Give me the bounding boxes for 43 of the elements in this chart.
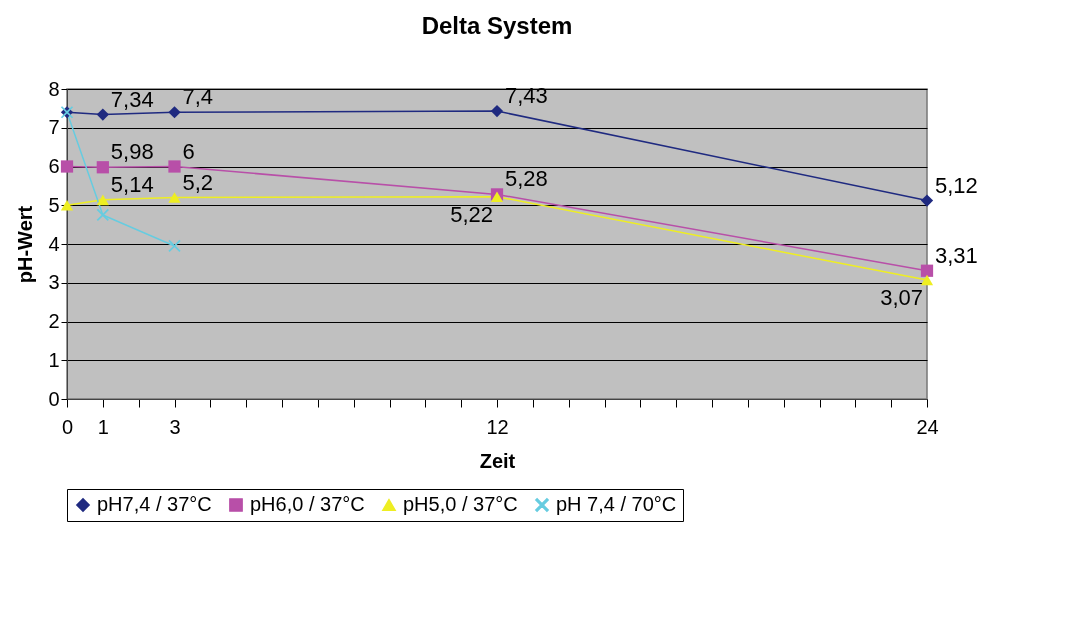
- y-tick-label: 8: [48, 77, 60, 100]
- x-tick-label: 24: [916, 415, 939, 438]
- y-tick-label: 3: [48, 271, 60, 294]
- y-axis-title: pH-Wert: [14, 205, 37, 284]
- point: [96, 194, 109, 206]
- data-label: 6: [182, 138, 195, 164]
- data-label: 3,07: [880, 285, 923, 311]
- point: [920, 194, 934, 207]
- data-label: 3,31: [935, 242, 978, 268]
- y-tick-label: 1: [48, 348, 60, 371]
- legend-label: pH7,4 / 37°C: [97, 493, 212, 515]
- y-tick-label: 7: [48, 116, 60, 139]
- y-tick-label: 0: [48, 387, 60, 410]
- point: [96, 208, 109, 222]
- legend-label: pH 7,4 / 70°C: [556, 493, 677, 515]
- point: [60, 160, 74, 173]
- point: [168, 106, 181, 119]
- y-tick-label: 6: [48, 155, 60, 177]
- data-label: 5,98: [110, 139, 154, 165]
- x-axis-title: Zeit: [479, 449, 516, 472]
- point: [60, 199, 74, 211]
- point: [168, 160, 181, 173]
- y-tick-label: 5: [48, 193, 60, 216]
- data-label: 5,2: [182, 169, 214, 195]
- x-tick-label: 3: [169, 415, 181, 438]
- point: [920, 264, 934, 277]
- data-label: 5,14: [110, 171, 154, 197]
- x-tick-label: 1: [97, 415, 109, 438]
- legend-label: pH5,0 / 37°C: [403, 493, 518, 515]
- y-tick-label: 4: [48, 232, 60, 255]
- data-label: 5,28: [505, 166, 548, 192]
- point: [920, 274, 934, 286]
- point: [96, 108, 109, 121]
- data-label: 7,34: [110, 86, 154, 112]
- y-tick-label: 2: [48, 310, 60, 332]
- point: [490, 104, 504, 118]
- x-tick-label: 12: [486, 415, 509, 438]
- point: [96, 161, 109, 174]
- legend-label: pH6,0 / 37°C: [250, 493, 365, 515]
- chart-title: Delta System: [421, 12, 573, 39]
- data-label: 5,12: [935, 172, 978, 198]
- point: [168, 192, 181, 203]
- data-label: 5,22: [450, 201, 493, 227]
